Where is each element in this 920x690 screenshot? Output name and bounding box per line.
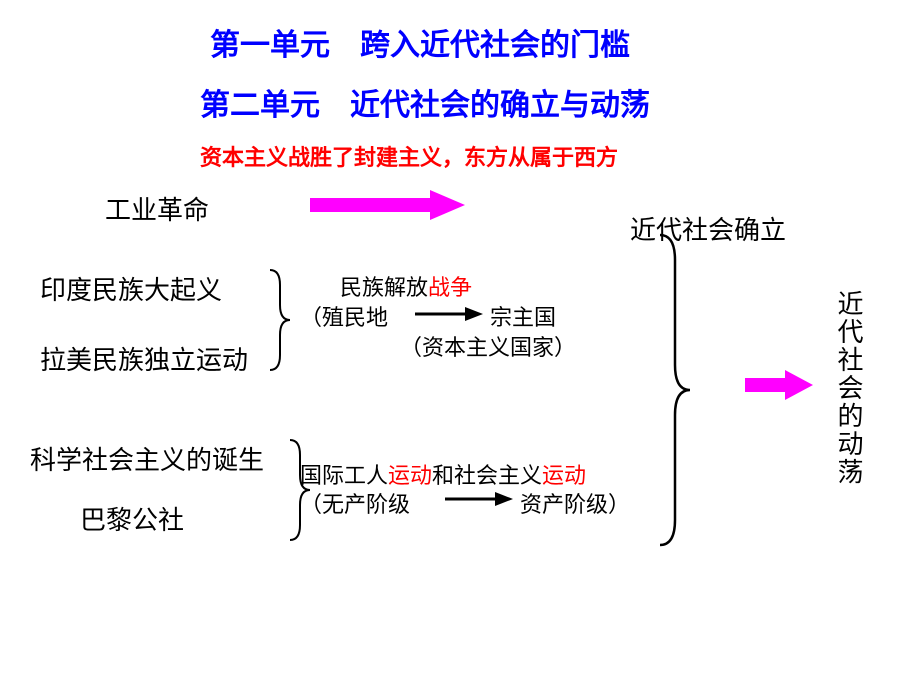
node-modern-turmoil: 近代社会的动荡 <box>830 290 867 486</box>
text-liberation: 民族解放 <box>340 275 428 300</box>
annotation-proletariat: （无产阶级 <box>300 487 410 519</box>
brace-group-1 <box>265 270 295 370</box>
annotation-bourgeoisie: 资产阶级） <box>520 487 630 519</box>
node-modern-establish: 近代社会确立 <box>630 210 786 247</box>
brace-big-right <box>655 235 695 545</box>
node-latin-independence: 拉美民族独立运动 <box>40 340 248 377</box>
text-movement-1: 运动 <box>388 463 432 488</box>
node-industrial-revolution: 工业革命 <box>105 190 209 227</box>
title-line-2: 第二单元 近代社会的确立与动荡 <box>200 80 650 124</box>
subtitle: 资本主义战胜了封建主义，东方从属于西方 <box>200 140 618 172</box>
node-india-uprising: 印度民族大起义 <box>40 270 222 307</box>
arrow-small-black-2 <box>445 492 515 506</box>
annotation-liberation-war: 民族解放战争 <box>340 270 472 302</box>
annotation-suzerain: 宗主国 <box>490 300 556 332</box>
text-intl-worker: 国际工人 <box>300 463 388 488</box>
arrow-right-pink-2 <box>745 370 815 400</box>
arrow-small-black-1 <box>415 307 485 321</box>
text-movement-2: 运动 <box>542 463 586 488</box>
annotation-colony: （殖民地 <box>300 300 388 332</box>
annotation-worker-movement: 国际工人运动和社会主义运动 <box>300 458 586 490</box>
arrow-right-pink-1 <box>310 190 470 220</box>
annotation-capitalist-state: （资本主义国家） <box>400 330 576 362</box>
text-and-socialism: 和社会主义 <box>432 463 542 488</box>
node-paris-commune: 巴黎公社 <box>80 500 184 537</box>
text-war: 战争 <box>428 275 472 300</box>
title-line-1: 第一单元 跨入近代社会的门槛 <box>210 20 630 64</box>
node-scientific-socialism: 科学社会主义的诞生 <box>30 440 264 477</box>
